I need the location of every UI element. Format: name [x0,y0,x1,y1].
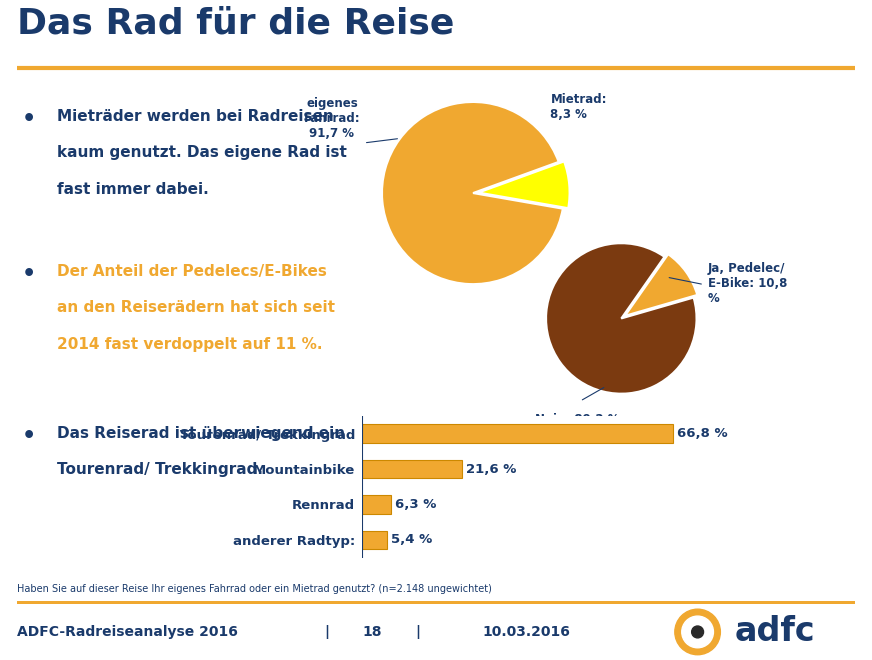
Text: eigenes
Fahrrad:
91,7 %: eigenes Fahrrad: 91,7 % [303,98,360,141]
Text: Mietrad:
8,3 %: Mietrad: 8,3 % [550,93,607,121]
Circle shape [675,609,720,655]
Text: Das Reiserad ist überwiegend ein: Das Reiserad ist überwiegend ein [57,426,344,441]
Wedge shape [382,102,562,284]
Text: Nein: 89,2 %: Nein: 89,2 % [535,412,619,426]
Text: •: • [22,264,36,284]
Bar [362,424,673,443]
Text: fast immer dabei.: fast immer dabei. [57,182,208,197]
Wedge shape [479,162,569,208]
Text: |: | [324,625,330,639]
Bar [362,531,387,549]
Bar [362,460,462,478]
Text: Tourenrad/ Trekkingrad.: Tourenrad/ Trekkingrad. [57,462,262,477]
Text: 18: 18 [363,625,382,639]
Text: |: | [415,625,420,639]
Text: •: • [22,109,36,129]
Circle shape [682,616,713,648]
Text: an den Reiserädern hat sich seit: an den Reiserädern hat sich seit [57,300,335,315]
Text: Das Rad für die Reise: Das Rad für die Reise [17,7,455,41]
Wedge shape [546,244,697,393]
Text: adfc: adfc [735,615,815,648]
Text: 5,4 %: 5,4 % [391,533,432,546]
Circle shape [691,626,704,638]
Text: Ja, Pedelec/
E-Bike: 10,8
%: Ja, Pedelec/ E-Bike: 10,8 % [708,262,787,305]
Text: 6,3 %: 6,3 % [395,498,436,511]
Text: ADFC-Radreiseanalyse 2016: ADFC-Radreiseanalyse 2016 [17,625,238,639]
Text: kaum genutzt. Das eigene Rad ist: kaum genutzt. Das eigene Rad ist [57,145,346,160]
Text: 2014 fast verdoppelt auf 11 %.: 2014 fast verdoppelt auf 11 %. [57,337,322,352]
Text: •: • [22,426,36,446]
Bar [362,495,392,513]
Text: Haben Sie auf dieser Reise Ihr eigenes Fahrrad oder ein Mietrad genutzt? (n=2.14: Haben Sie auf dieser Reise Ihr eigenes F… [17,584,493,594]
Text: Der Anteil der Pedelecs/E-Bikes: Der Anteil der Pedelecs/E-Bikes [57,264,326,279]
Text: 66,8 %: 66,8 % [677,427,727,440]
Text: 21,6 %: 21,6 % [467,463,516,475]
Text: 10.03.2016: 10.03.2016 [482,625,570,639]
Text: Mieträder werden bei Radreisen: Mieträder werden bei Radreisen [57,109,333,124]
Wedge shape [625,254,698,316]
